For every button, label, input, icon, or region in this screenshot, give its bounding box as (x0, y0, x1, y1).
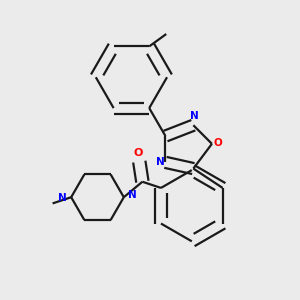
Text: N: N (58, 193, 67, 203)
Text: N: N (155, 158, 164, 167)
Text: N: N (190, 111, 199, 121)
Text: O: O (213, 138, 222, 148)
Text: O: O (133, 148, 142, 158)
Text: N: N (128, 190, 136, 200)
